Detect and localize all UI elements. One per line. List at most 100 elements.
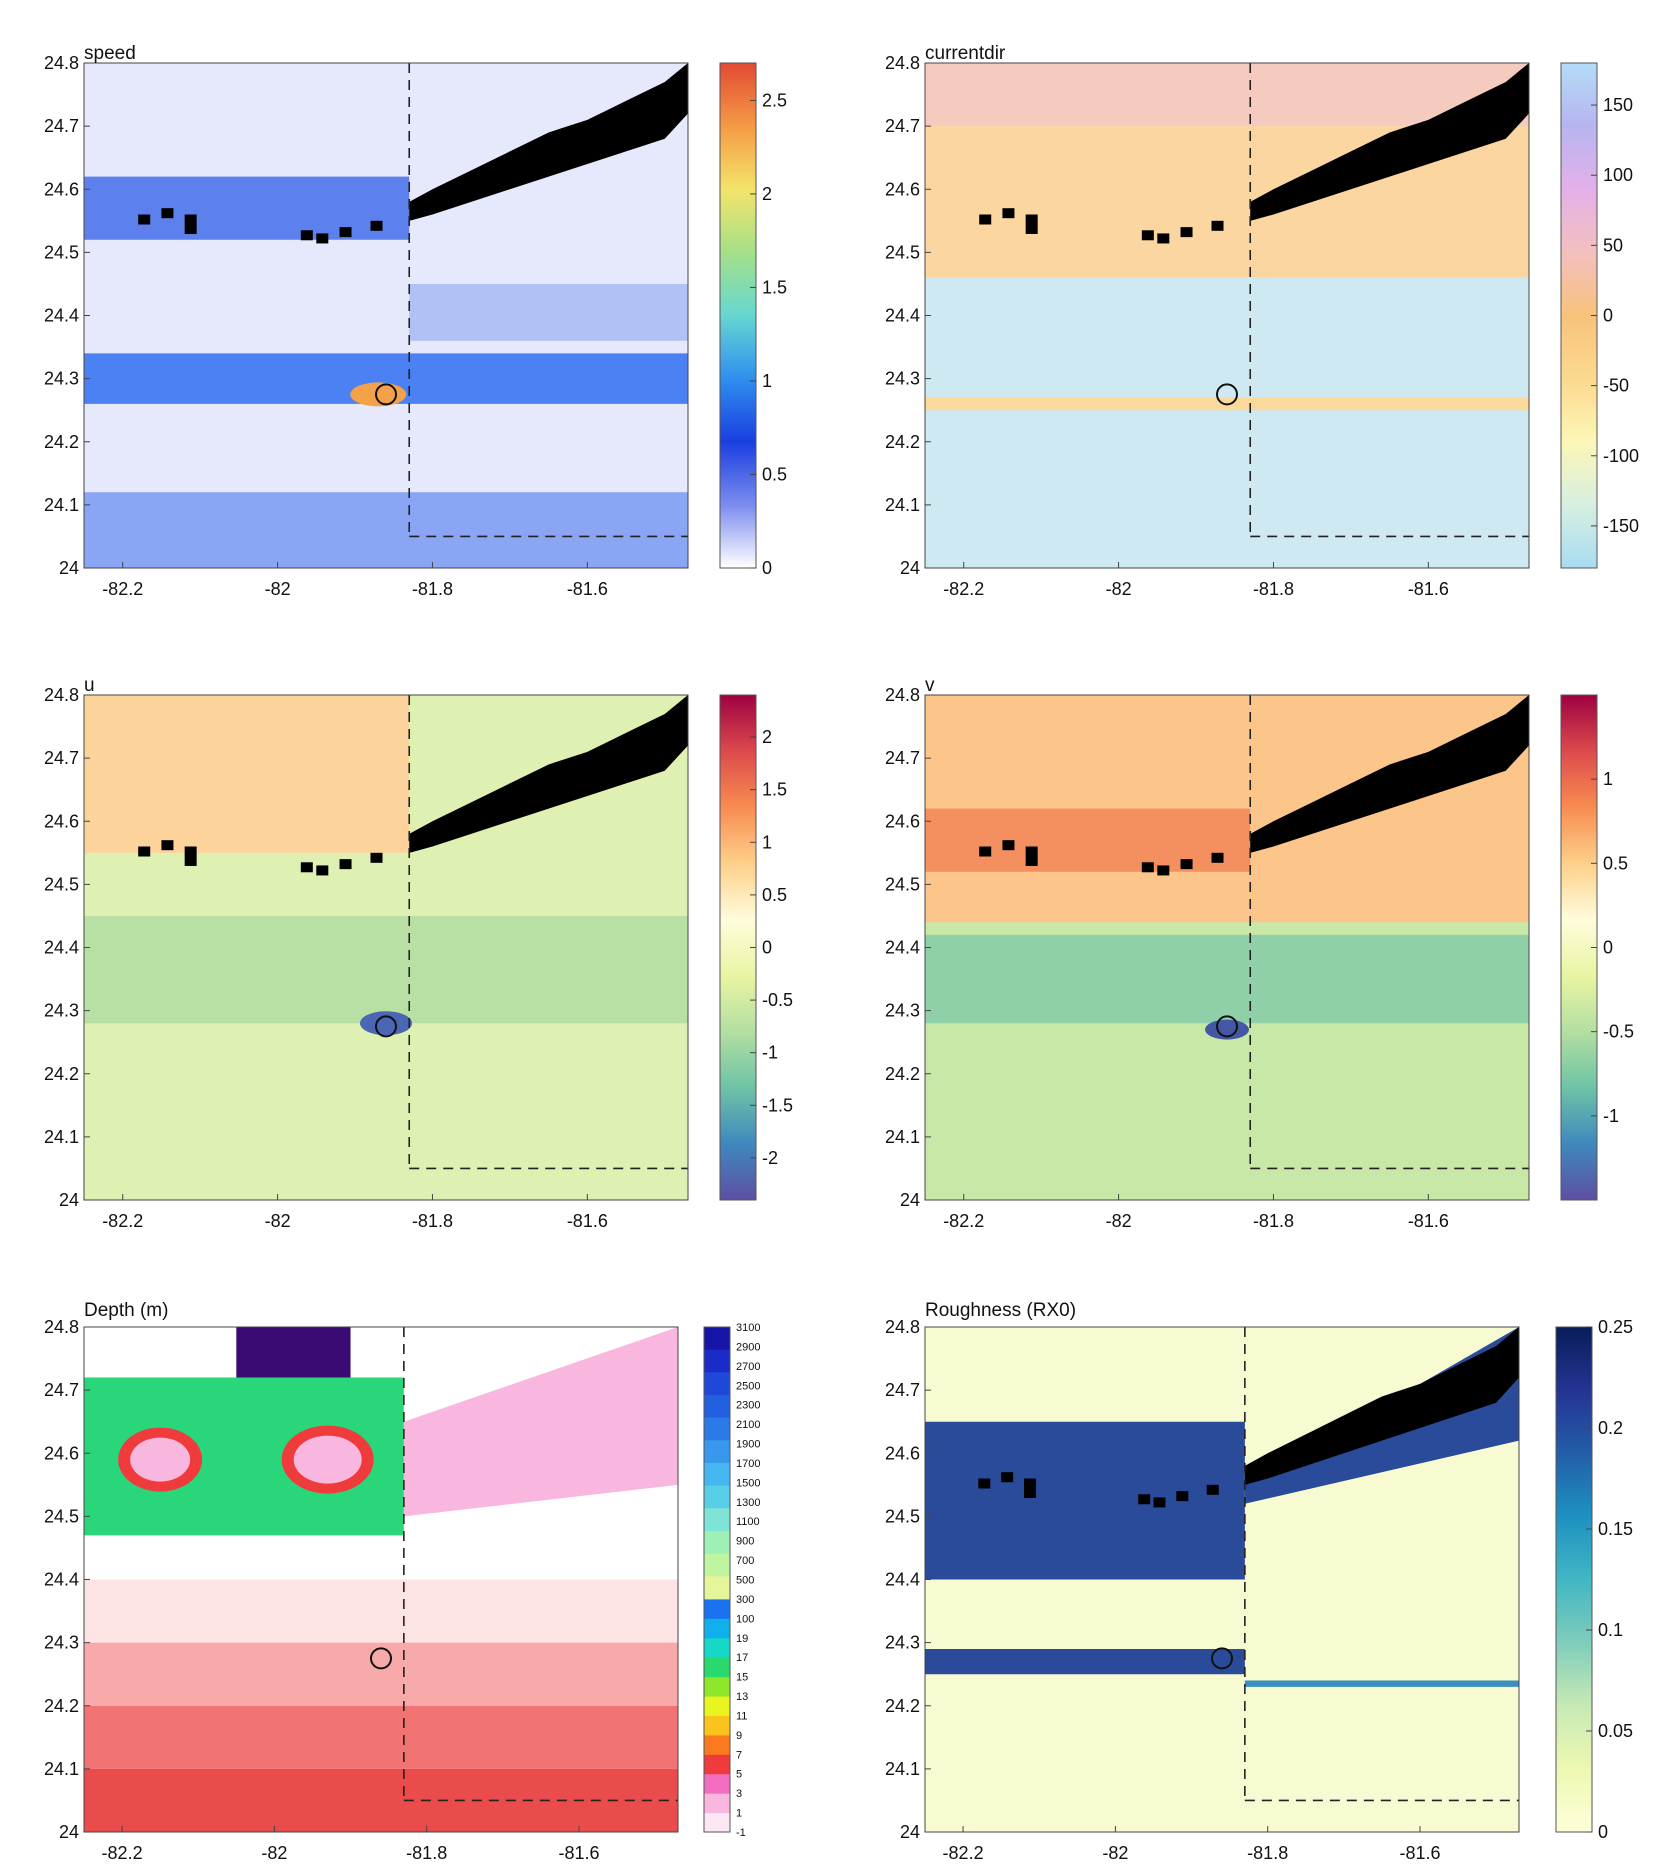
land-islet xyxy=(138,214,151,225)
chart-panel: -82.2 -82 -81.8 -81.6 24 24.1 24.2 24.3 24.4 24.5… xyxy=(44,675,793,1231)
chart-panel: -82.2 -82 -81.8 -81.6 24 24.1 24.2 24.3 24.4 24.5… xyxy=(44,43,787,599)
heatmap-field xyxy=(925,63,1529,568)
station-marker xyxy=(1211,1647,1233,1670)
colorbar-tick-label: 0.5 xyxy=(1603,853,1628,873)
station-marker xyxy=(375,383,397,406)
field-band xyxy=(925,808,1251,872)
colorbar-segment xyxy=(704,1530,730,1555)
land-islet xyxy=(316,233,329,244)
colorbar-tick-label: 1100 xyxy=(736,1516,760,1528)
field-band xyxy=(84,915,688,1024)
colorbar-tick-label: 0 xyxy=(762,938,772,958)
y-tick-label: 24.2 xyxy=(44,1064,79,1084)
x-tick-label: -82.2 xyxy=(943,579,984,599)
y-tick-label: 24.6 xyxy=(885,811,920,831)
colorbar-tick-label: 0 xyxy=(1603,938,1613,958)
y-tick-label: 24.7 xyxy=(44,1380,79,1400)
colorbar-tick-label: 900 xyxy=(736,1536,754,1548)
land-islet xyxy=(184,855,197,866)
land-islet xyxy=(1002,840,1015,851)
colorbar-segment xyxy=(704,1676,730,1697)
colorbar-tick-label: 2500 xyxy=(736,1380,760,1392)
colorbar-segment xyxy=(704,1793,730,1814)
y-tick-label: 24.2 xyxy=(44,432,79,452)
land-islet xyxy=(370,852,383,863)
heatmap-field xyxy=(925,1327,1519,1832)
colorbar-tick-label: 100 xyxy=(1603,165,1633,185)
colorbar-tick-label: 0 xyxy=(1603,306,1613,326)
y-tick-label: 24 xyxy=(900,1190,920,1210)
land-keys xyxy=(1250,695,1529,853)
colorbar-tick-label: 9 xyxy=(736,1730,742,1742)
colorbar-segment xyxy=(704,1696,730,1716)
colorbar-tick-label: -1 xyxy=(1603,1106,1619,1126)
colorbar-segment xyxy=(704,1508,730,1532)
x-tick-label: -81.8 xyxy=(1247,1843,1288,1863)
x-tick-label: -82 xyxy=(1106,579,1132,599)
y-tick-label: 24.4 xyxy=(44,306,79,326)
land-islet xyxy=(1157,865,1170,876)
y-tick-label: 24.8 xyxy=(44,1317,79,1337)
y-tick-label: 24.7 xyxy=(885,748,920,768)
colorbar-tick-label: 0.15 xyxy=(1598,1519,1633,1539)
field-band xyxy=(84,492,688,568)
colorbar-tick-label: 17 xyxy=(736,1652,748,1664)
field-band xyxy=(84,353,688,404)
colorbar-tick-label: 1900 xyxy=(736,1439,760,1451)
y-tick-label: 24.8 xyxy=(885,685,920,705)
y-tick-label: 24.2 xyxy=(885,1064,920,1084)
field-hotspot xyxy=(360,1011,412,1036)
station-marker xyxy=(370,1647,392,1670)
colorbar-tick-label: 1300 xyxy=(736,1497,760,1509)
colorbar-tick-label: -0.5 xyxy=(1603,1022,1634,1042)
y-tick-label: 24.2 xyxy=(44,1696,79,1716)
y-tick-label: 24.3 xyxy=(885,1633,920,1653)
panel-title: u xyxy=(84,675,95,696)
colorbar-segment xyxy=(704,1462,730,1487)
y-tick-label: 24.1 xyxy=(44,495,79,515)
colorbar-tick-label: -1 xyxy=(762,1043,778,1063)
y-tick-label: 24.3 xyxy=(44,369,79,389)
x-tick-label: -82.2 xyxy=(102,579,143,599)
x-tick-label: -82.2 xyxy=(102,1843,143,1863)
land-islet xyxy=(300,230,313,241)
land-islet xyxy=(1211,220,1224,231)
colorbar-tick-label: 2.5 xyxy=(762,90,787,110)
colorbar-segment xyxy=(704,1394,730,1419)
y-tick-label: 24.7 xyxy=(885,116,920,136)
x-tick-label: -81.8 xyxy=(1253,1211,1294,1231)
y-tick-label: 24.4 xyxy=(885,1570,920,1590)
colorbar-tick-label: -1.5 xyxy=(762,1095,793,1115)
land-islet xyxy=(1180,227,1193,238)
colorbar-segment xyxy=(704,1773,730,1794)
x-tick-label: -81.8 xyxy=(412,579,453,599)
colorbar-tick-label: 3100 xyxy=(736,1322,760,1334)
field-hotspot xyxy=(1205,1019,1249,1040)
y-tick-label: 24.1 xyxy=(885,1759,920,1779)
colorbar-tick-label: -0.5 xyxy=(762,990,793,1010)
colorbar-tick-label: 1500 xyxy=(736,1477,760,1489)
land-islet xyxy=(979,214,992,225)
land-islet xyxy=(316,865,329,876)
x-tick-label: -82 xyxy=(1102,1843,1128,1863)
colorbar-tick-label: 1 xyxy=(1603,769,1613,789)
y-tick-label: 24.6 xyxy=(885,1443,920,1463)
colorbar-tick-label: 1 xyxy=(762,371,772,391)
station-marker xyxy=(1216,383,1238,406)
colorbar-tick-label: 2 xyxy=(762,727,772,747)
colorbar-tick-label: 11 xyxy=(736,1710,747,1722)
colorbar-tick-label: 1.5 xyxy=(762,780,787,800)
land-islet xyxy=(339,859,352,870)
land-keys xyxy=(1244,1327,1519,1485)
station-marker xyxy=(1216,1015,1238,1038)
colorbar-segment xyxy=(704,1576,730,1600)
x-tick-label: -81.6 xyxy=(567,579,608,599)
colorbar-segment xyxy=(704,1327,730,1351)
land-keys xyxy=(409,695,688,853)
field-band xyxy=(84,695,410,853)
colorbar-tick-label: 1.5 xyxy=(762,277,787,297)
colorbar-tick-label: 13 xyxy=(736,1691,748,1703)
y-tick-label: 24.6 xyxy=(44,179,79,199)
heatmap-field xyxy=(84,695,688,1200)
depth-band xyxy=(84,1705,678,1769)
